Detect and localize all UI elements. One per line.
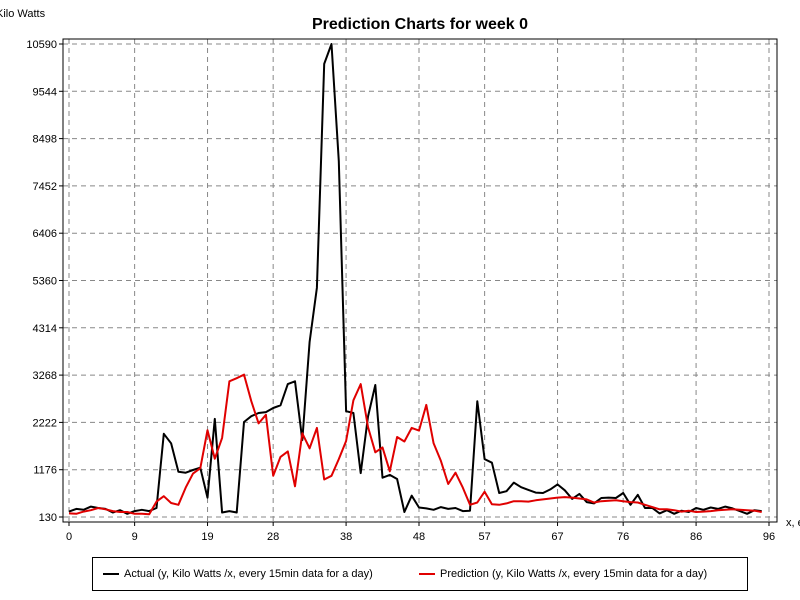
y-tick-label: 10590 [26,39,57,51]
x-tick-label: 38 [340,531,352,543]
y-tick-label: 3268 [33,370,57,382]
plot-area-frame [62,38,778,523]
y-axis-label: Kilo Watts [0,8,46,20]
x-tick-label: 28 [267,531,279,543]
x-tick-label: 48 [413,531,425,543]
x-tick-label: 0 [66,531,72,543]
y-tick-label: 5360 [33,276,57,288]
x-tick-label: 9 [132,531,138,543]
x-tick-label: 57 [479,531,491,543]
y-tick-label: 6406 [33,228,57,240]
legend-label-actual: Actual (y, Kilo Watts /x, every 15min da… [124,568,373,580]
chart-title: Prediction Charts for week 0 [312,16,528,33]
series-line-actual [68,43,762,515]
x-tick-label: 86 [690,531,702,543]
y-tick-label: 9544 [33,86,57,98]
legend-swatch-actual [103,573,119,576]
x-tick-label: 67 [551,531,563,543]
legend-label-prediction: Prediction (y, Kilo Watts /x, every 15mi… [440,568,708,580]
legend-item-actual: Actual (y, Kilo Watts /x, every 15min da… [103,568,373,580]
x-axis-label: x, e [786,517,800,529]
y-tick-label: 4314 [33,323,57,335]
y-tick-label: 7452 [33,181,57,193]
x-tick-label: 76 [617,531,629,543]
x-tick-label: 19 [201,531,213,543]
y-tick-label: 1176 [33,465,57,477]
y-tick-label: 2222 [33,417,57,429]
y-tick-label: 8498 [33,134,57,146]
y-tick-label: 130 [39,512,57,524]
series-line-prediction [68,373,762,516]
legend: Actual (y, Kilo Watts /x, every 15min da… [92,557,748,591]
legend-item-prediction: Prediction (y, Kilo Watts /x, every 15mi… [419,568,707,580]
x-tick-label: 96 [763,531,775,543]
legend-swatch-prediction [419,573,435,576]
